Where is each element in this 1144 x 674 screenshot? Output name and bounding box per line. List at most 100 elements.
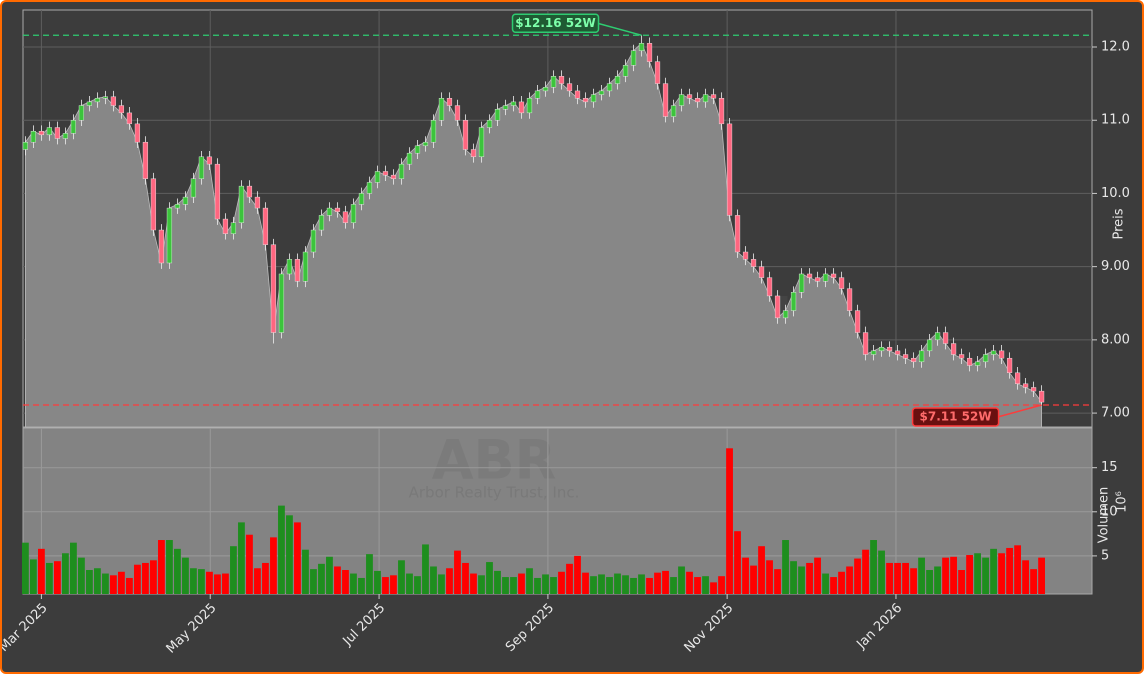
candle-body	[478, 127, 485, 158]
annotation-arrow	[597, 22, 642, 36]
volume-bar	[270, 537, 277, 594]
volume-bar	[302, 549, 309, 594]
y-tick-label: 11.0	[1101, 113, 1130, 128]
volume-bar	[518, 573, 525, 594]
candle-body	[582, 98, 589, 103]
volume-bar	[358, 577, 365, 594]
candle-body	[70, 119, 77, 134]
volume-bar	[166, 540, 173, 594]
candle-body	[822, 273, 829, 282]
volume-bar	[718, 576, 725, 594]
volume-bar	[470, 573, 477, 594]
volume-bar	[222, 573, 229, 594]
candle-body	[430, 119, 437, 143]
volume-bar	[558, 571, 565, 594]
volume-bar	[134, 564, 141, 594]
candle-body	[350, 204, 357, 223]
volume-bar	[110, 575, 117, 594]
candle-body	[374, 171, 381, 183]
candle-body	[230, 222, 237, 234]
volume-bar	[398, 560, 405, 594]
candle-body	[726, 123, 733, 216]
x-tick-label: Jul 2025	[340, 601, 389, 650]
volume-bar	[406, 573, 413, 594]
x-tick-label: Jan 2026	[853, 601, 905, 653]
candle-body	[654, 61, 661, 84]
candle-body	[614, 76, 621, 84]
volume-bar	[966, 555, 973, 594]
candle-body	[918, 350, 925, 363]
volume-bar	[750, 565, 757, 594]
watermark-company: Arbor Realty Trust, Inc.	[409, 484, 580, 502]
candle-body	[878, 346, 885, 352]
candle-body	[790, 292, 797, 311]
volume-bar	[926, 570, 933, 594]
candle-body	[182, 196, 189, 205]
candle-body	[334, 207, 341, 212]
volume-bar	[94, 568, 101, 594]
y-tick-label: 7.00	[1101, 406, 1130, 421]
y2-axis-unit: 10⁶	[1115, 491, 1130, 513]
volume-bar	[182, 557, 189, 594]
volume-bar	[230, 546, 237, 594]
volume-bar	[686, 571, 693, 594]
y2-tick-label: 15	[1101, 460, 1118, 475]
candle-body	[414, 145, 421, 154]
candle-body	[638, 43, 645, 51]
candle-body	[222, 218, 229, 234]
volume-panel	[22, 427, 1093, 595]
volume-bar	[390, 575, 397, 594]
volume-bar	[862, 549, 869, 594]
y-tick-label: 9.00	[1101, 259, 1130, 274]
candle-body	[494, 109, 501, 121]
candle-body	[142, 141, 149, 179]
volume-bar	[654, 572, 661, 594]
volume-bar	[206, 571, 213, 594]
candle-body	[470, 149, 477, 158]
volume-bar	[774, 569, 781, 594]
candle-body	[302, 251, 309, 282]
volume-bar	[454, 550, 461, 594]
candle-body	[486, 119, 493, 128]
candle-body	[382, 171, 389, 176]
volume-bar	[1006, 547, 1013, 594]
volume-bar	[1022, 560, 1029, 594]
candle-body	[78, 105, 85, 121]
candle-body	[262, 207, 269, 245]
volume-bar	[678, 566, 685, 594]
volume-bar	[38, 548, 45, 594]
volume-bar	[902, 562, 909, 594]
candle-body	[438, 98, 445, 121]
volume-bar	[742, 557, 749, 594]
volume-bar	[334, 566, 341, 594]
candle-body	[750, 259, 757, 267]
candle-body	[134, 123, 141, 143]
volume-bar	[70, 542, 77, 594]
volume-bar	[1038, 557, 1045, 594]
volume-bar	[366, 554, 373, 594]
candle-body	[734, 215, 741, 253]
volume-bar	[1030, 569, 1037, 594]
candle-body	[150, 178, 157, 231]
candle-body	[526, 98, 533, 114]
candle-body	[886, 346, 893, 352]
candle-body	[422, 141, 429, 147]
volume-bar	[254, 568, 261, 594]
volume-bar	[598, 574, 605, 594]
volume-bar	[526, 568, 533, 594]
candle-body	[766, 277, 773, 297]
candle-body	[1014, 372, 1021, 384]
volume-bar	[158, 540, 165, 594]
candle-body	[214, 163, 221, 220]
candle-body	[934, 332, 941, 341]
candle-body	[518, 101, 525, 114]
candle-body	[502, 105, 509, 110]
volume-bar	[1014, 545, 1021, 594]
volume-bar	[950, 556, 957, 594]
candle-body	[902, 354, 909, 359]
volume-bar	[550, 577, 557, 594]
volume-bar	[62, 553, 69, 594]
y-axis-label: Preis	[1112, 208, 1127, 239]
candle-body	[590, 94, 597, 103]
candle-body	[406, 152, 413, 165]
